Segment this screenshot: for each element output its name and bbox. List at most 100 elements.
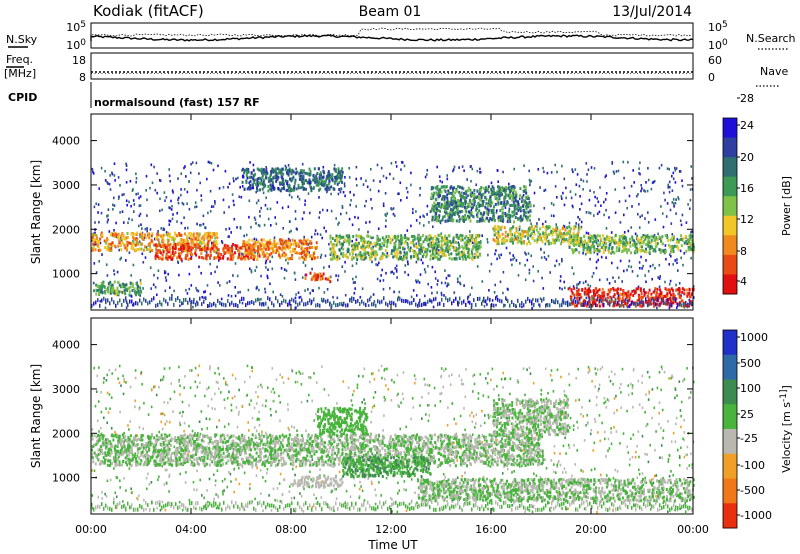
band-5-pixel — [381, 255, 384, 258]
echo-pixel — [342, 190, 345, 194]
echo-pixel — [532, 279, 535, 283]
band-10-pixel — [640, 240, 643, 244]
echo-pixel — [263, 223, 266, 227]
echo-pixel — [587, 283, 589, 287]
band-2-pixel — [185, 246, 188, 250]
band-9-pixel — [577, 290, 580, 294]
band-5-pixel — [448, 244, 451, 248]
band-7-pixel — [473, 194, 476, 198]
band-1-pixel — [166, 238, 169, 242]
echo-pixel — [348, 217, 351, 221]
echo-pixel — [196, 222, 198, 226]
band-8-pixel — [513, 234, 516, 238]
band-10-pixel — [601, 234, 604, 238]
band-10-pixel — [586, 242, 589, 246]
band-2-pixel — [164, 246, 167, 249]
echo-pixel — [350, 199, 352, 202]
band-6-pixel — [331, 177, 334, 181]
band-2-pixel — [239, 246, 242, 250]
band-2-pixel — [240, 254, 243, 258]
band-2-pixel — [155, 251, 158, 255]
echo-pixel — [240, 195, 243, 199]
band-9-pixel — [666, 302, 669, 306]
band-7-pixel — [461, 204, 464, 208]
band-6-pixel — [263, 178, 265, 182]
band-5-pixel — [466, 255, 469, 259]
echo-pixel — [125, 299, 128, 303]
band-7-pixel — [460, 200, 463, 204]
band-5-pixel — [433, 246, 436, 250]
echo-pixel — [119, 258, 121, 261]
band-5-pixel — [368, 256, 371, 260]
band-6-pixel — [295, 171, 298, 175]
echo-pixel — [394, 267, 396, 270]
band-5-pixel — [393, 254, 396, 258]
echo-pixel — [365, 179, 367, 183]
band-9-pixel — [628, 294, 631, 298]
band-8-pixel — [567, 230, 570, 234]
band-10-pixel — [608, 250, 611, 254]
band-7-pixel — [507, 218, 510, 221]
echo-pixel — [382, 204, 385, 208]
echo-pixel — [614, 280, 616, 283]
band-3-pixel — [262, 244, 265, 248]
echo-pixel — [680, 223, 683, 227]
band-3-pixel — [315, 241, 318, 245]
echo-pixel — [426, 213, 428, 216]
band-9-pixel — [662, 297, 664, 301]
echo-pixel — [393, 272, 395, 275]
band-10-pixel — [609, 243, 612, 246]
band-7-pixel — [433, 191, 436, 195]
band-7-pixel — [458, 204, 460, 208]
echo-pixel — [623, 176, 625, 180]
band-3-pixel — [315, 246, 318, 249]
echo-pixel — [588, 305, 591, 308]
band-3-pixel — [246, 252, 249, 256]
band-3-pixel — [303, 238, 306, 242]
band-3-pixel — [279, 246, 282, 250]
echo-pixel — [223, 211, 225, 214]
echo-pixel — [329, 253, 332, 257]
band-5-pixel — [445, 246, 448, 250]
echo-pixel — [109, 188, 112, 191]
band-6-pixel — [259, 182, 262, 186]
band-1-pixel — [212, 241, 215, 245]
echo-pixel — [385, 219, 387, 222]
band-5-pixel — [448, 247, 451, 251]
band-2-pixel — [163, 243, 166, 247]
echo-pixel — [128, 251, 131, 254]
band-5-pixel — [411, 235, 413, 238]
band-7-pixel — [432, 205, 435, 209]
band-10-pixel — [639, 249, 642, 253]
band-7-pixel — [504, 193, 507, 197]
echo-pixel — [528, 178, 531, 182]
band-3-pixel — [273, 239, 276, 243]
band-6-pixel — [261, 176, 264, 180]
band-5-pixel — [467, 237, 470, 240]
band-7-pixel — [514, 204, 517, 208]
band-2-pixel — [157, 251, 160, 255]
band-1-pixel — [216, 236, 219, 240]
band-7-pixel — [508, 190, 511, 193]
band-1-pixel — [113, 234, 116, 238]
echo-pixel — [157, 230, 159, 233]
band-5-pixel — [437, 233, 440, 237]
band-7-pixel — [506, 213, 509, 217]
band-5-pixel — [406, 242, 409, 246]
band-10-pixel — [615, 249, 618, 253]
echo-pixel — [323, 226, 325, 230]
band-5-pixel — [455, 252, 458, 256]
band-7-pixel — [525, 217, 528, 221]
band-3-pixel — [257, 240, 260, 244]
station-title: Kodiak (fitACF) — [93, 2, 204, 20]
echo-pixel — [297, 195, 299, 198]
band-8-pixel — [529, 242, 532, 245]
echo-pixel — [423, 215, 425, 218]
echo-pixel — [614, 211, 617, 214]
echo-pixel — [576, 286, 578, 289]
echo-pixel — [447, 282, 449, 285]
band-5-pixel — [412, 239, 415, 243]
echo-pixel — [604, 175, 607, 179]
band-5-pixel — [334, 256, 337, 260]
echo-pixel — [344, 260, 346, 264]
